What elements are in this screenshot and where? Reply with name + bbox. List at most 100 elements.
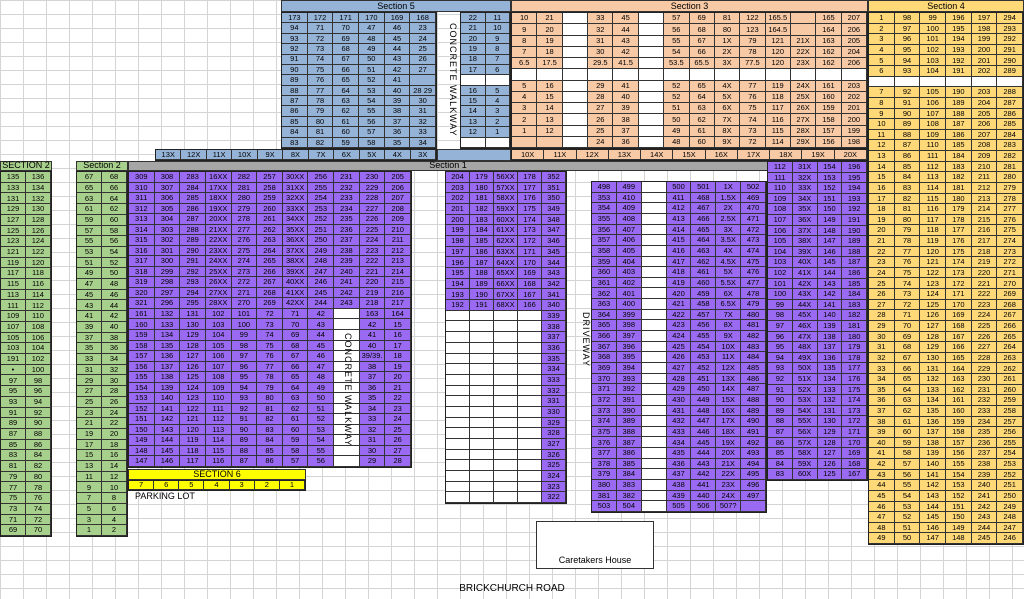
plot-cell: 95 [894,44,921,56]
plot-cell: 423 [666,320,692,332]
plot-cell: 145 [817,257,843,268]
plot-cell: 46 [384,23,411,34]
plot-cell: 22 [385,393,411,404]
plot-cell [638,69,665,81]
plot-cell: 71 [282,308,309,320]
plot-cell: 175 [842,384,867,396]
plot-cell: 285 [180,193,206,204]
plot-cell: 57 [894,459,921,470]
plot-cell: 210 [385,224,411,236]
plot-cell: 99 [920,13,946,24]
plot-cell: 194 [945,34,972,45]
plot-cell: 241 [971,490,998,502]
plot-cell: 184 [945,151,972,162]
plot-cell [790,69,817,81]
plot-cell: 179 [470,172,494,183]
plot-cell: 25 [588,125,614,137]
plot-cell: 44 [102,300,127,312]
plot-cell: 471 [741,213,766,225]
plot-cell: 202 [841,91,867,103]
plot-cell: 97 [768,321,793,332]
plot-cell: 113 [205,424,232,436]
plot-cell: 446 [691,426,717,438]
plot-cell [562,35,589,47]
plot-cell: 484 [741,352,766,363]
plot-cell: 37XX [282,245,309,257]
plot-cell: 182 [470,204,494,215]
plot-cell: 275 [231,245,258,257]
plot-cell: 152 [945,490,972,502]
plot-cell: 123 [1,236,26,247]
plot-cell: 65 [333,75,359,86]
plot-cell: 208 [971,140,998,152]
plot-cell [485,75,510,86]
plot-cell: 264 [257,245,283,257]
plot-cell: 94 [26,396,51,408]
plot-cell [470,460,494,471]
plot-cell: 245 [971,533,998,544]
plot-cell: 272 [231,277,258,288]
plot-cell: 88 [26,428,51,440]
plot-cell: 179 [842,342,867,353]
plot-cell: 120 [765,58,791,70]
plot-cell: 373 [592,405,617,417]
plot-cell [334,424,360,436]
plot-cell: 9 [77,482,102,494]
plot-cell: 162 [945,384,972,396]
plot-cell: 18 [385,351,411,362]
plot-cell: 37 [613,125,639,137]
plot-cell: 58 [282,445,309,457]
plot-cell: 55 [77,236,102,247]
plot-cell: 20 [385,372,411,383]
plot-cell [641,213,667,225]
plot-cell: 45 [77,289,102,301]
plot-cell: 485 [741,362,766,374]
plot-cell: 122 [740,13,766,25]
plot-cell [446,481,470,493]
plot-cell: 121 [765,35,791,47]
plot-cell: 346 [542,236,566,247]
plot-cell: 28XX [205,298,232,309]
plot-cell: 125 [920,299,946,311]
plot-cell [470,385,494,397]
plot-cell: 90 [282,64,308,76]
plot-cell: 13X [608,150,642,160]
plot-cell: 112 [768,162,793,173]
plot-cell: 243 [971,512,998,523]
plot-cell: 195 [945,23,972,35]
plot-cell: 220 [971,267,998,279]
plot-cell: 124 [26,236,51,247]
plot-cell: 46 [102,289,127,301]
plot-cell [518,460,542,471]
plot-cell: 16X [716,405,742,417]
plot-cell: 329 [542,417,566,429]
plot-cell: 93 [282,33,308,45]
plot-cell: 167 [842,469,867,480]
plot-cell: 115 [765,125,791,137]
plot-cell: 23 [77,407,102,419]
plot-cell: 77 [257,361,283,373]
plot-cell: 278 [997,193,1023,205]
plot-cell: 339 [542,310,566,322]
plot-cell: 459 [691,288,717,300]
plot-cell: 255 [308,182,335,194]
plot-cell: 175 [518,204,542,215]
plot-cell: 17X [716,416,742,427]
plot-cell: 317 [129,256,155,267]
plot-cell: 40 [869,437,895,449]
plot-cell: 302 [154,235,181,246]
plot-cell: 157 [945,437,972,449]
plot-cell: 132 [26,193,51,205]
section-4-plots: 1 98 99 196 197 294 2 97 100 195 198 293 3 96 101 194 19… [868,12,1024,545]
plot-cell: 272 [997,257,1023,268]
plot-cell: 345 [542,246,566,258]
plot-cell: 122 [180,403,206,415]
plot-cell: 29 [869,320,895,332]
plot-cell: 288 [180,224,206,236]
plot-cell: 77 [894,246,921,258]
plot-cell: 74 [26,503,51,515]
plot-cell: 196 [945,13,972,24]
plot-cell: 111 [920,151,946,162]
plot-cell: 275 [997,225,1023,237]
plot-cell [741,501,766,512]
